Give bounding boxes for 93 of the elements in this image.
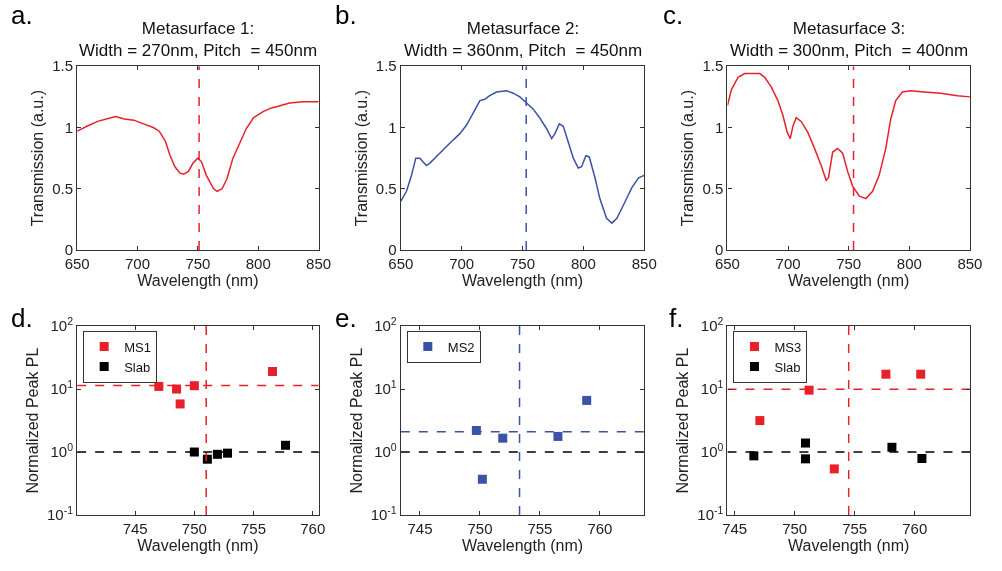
y-tick-label: 10$^{1}$ — [50, 377, 74, 398]
x-tick-label: 750 — [181, 520, 207, 538]
y-tick-label: 0.5 — [375, 180, 397, 198]
point — [189, 447, 199, 457]
y-axis-title: Normalized Peak PL — [347, 347, 365, 494]
y-tick-label: 1 — [64, 118, 74, 136]
text: a. — [11, 0, 33, 30]
y-tick-label: 1.5 — [52, 57, 74, 75]
y-tick-label: 10$^{1}$ — [374, 377, 397, 398]
legend-label: Slab — [124, 359, 151, 375]
text: f. — [669, 303, 684, 333]
y-tick-label: 1.5 — [702, 57, 724, 75]
x-tick-label: 700 — [449, 255, 475, 273]
y-tick-label: 10$^{0}$ — [50, 440, 74, 461]
legend-label: MS2 — [447, 339, 475, 355]
point — [477, 474, 487, 484]
point — [212, 449, 222, 459]
point — [804, 385, 814, 395]
y-tick-label: 10$^{1}$ — [700, 377, 724, 398]
y-tick-label: 10$^{-1}$ — [47, 503, 74, 524]
x-tick-label: 750 — [510, 255, 536, 273]
x-tick-label: 755 — [241, 520, 267, 538]
point — [471, 425, 481, 435]
point — [881, 369, 891, 379]
point — [154, 381, 164, 391]
y-tick-label: 1 — [715, 118, 724, 136]
y-tick-label: 0.5 — [52, 180, 74, 198]
point — [175, 399, 185, 409]
x-tick-label: 750 — [782, 520, 808, 538]
x-axis-title: Wavelength (nm) — [137, 537, 259, 555]
y-tick-label: 10$^{-1}$ — [370, 503, 397, 524]
y-tick-label: 10$^{0}$ — [374, 440, 397, 461]
x-tick-label: 700 — [125, 255, 151, 273]
point — [829, 464, 839, 474]
text: b. — [335, 0, 357, 30]
x-tick-label: 745 — [407, 520, 433, 538]
y-tick-label: 0.5 — [702, 180, 724, 198]
point — [498, 433, 508, 443]
x-tick-label: 745 — [122, 520, 148, 538]
x-axis-title: Wavelength (nm) — [461, 537, 584, 555]
point — [800, 438, 810, 448]
x-tick-label: 800 — [570, 255, 596, 273]
point — [916, 369, 926, 379]
y-axis-title: Transmission (a.u.) — [352, 90, 370, 227]
text: e. — [335, 303, 357, 333]
x-tick-label: 750 — [467, 520, 493, 538]
y-axis-title: Transmission (a.u.) — [679, 90, 697, 227]
x-axis-title: Wavelength (nm) — [788, 272, 910, 290]
point — [887, 442, 897, 452]
x-tick-label: 700 — [775, 255, 801, 273]
x-tick-label: 760 — [300, 520, 326, 538]
point — [267, 366, 277, 376]
x-tick-label: 755 — [527, 520, 553, 538]
point — [189, 381, 199, 391]
y-tick-label: 10$^{0}$ — [700, 440, 724, 461]
y-tick-label: 10$^{2}$ — [374, 314, 397, 335]
text: c. — [663, 0, 684, 30]
x-tick-label: 750 — [836, 255, 862, 273]
text: d. — [11, 303, 33, 333]
x-tick-label: 755 — [842, 520, 868, 538]
point — [755, 416, 765, 426]
x-axis-title: Wavelength (nm) — [137, 272, 259, 290]
legend-label: MS3 — [774, 339, 802, 355]
x-tick-label: 760 — [587, 520, 613, 538]
x-axis-title: Wavelength (nm) — [788, 537, 910, 555]
x-axis-title: Wavelength (nm) — [461, 272, 584, 290]
y-axis-title: Normalized Peak PL — [23, 347, 41, 494]
point — [917, 453, 927, 463]
y-axis-title: Normalized Peak PL — [674, 347, 692, 494]
x-tick-label: 800 — [896, 255, 922, 273]
y-axis-title: Transmission (a.u.) — [29, 90, 47, 227]
x-tick-label: 850 — [957, 255, 983, 273]
x-tick-label: 750 — [185, 255, 211, 273]
x-tick-label: 850 — [306, 255, 332, 273]
y-tick-label: 1 — [388, 118, 397, 136]
y-tick-label: 10$^{2}$ — [50, 314, 74, 335]
point — [280, 440, 290, 450]
point — [172, 384, 182, 394]
y-tick-label: 1.5 — [375, 57, 397, 75]
x-tick-label: 850 — [631, 255, 657, 273]
x-tick-label: 745 — [722, 520, 748, 538]
point — [800, 454, 810, 464]
legend-label: MS1 — [124, 339, 151, 355]
chart-title: Metasurface 1: Width = 270nm, Pitch = 450nm — [79, 19, 318, 61]
legend-label: Slab — [774, 359, 801, 375]
x-tick-label: 760 — [902, 520, 928, 538]
chart-title: Metasurface 3: Width = 300nm, Pitch = 400nm — [730, 19, 969, 61]
y-tick-label: 10$^{2}$ — [700, 314, 724, 335]
point — [582, 395, 592, 405]
x-tick-label: 800 — [245, 255, 271, 273]
point — [553, 431, 563, 441]
y-tick-label: 10$^{-1}$ — [697, 503, 724, 524]
chart-title: Metasurface 2: Width = 360nm, Pitch = 450nm — [404, 19, 643, 61]
